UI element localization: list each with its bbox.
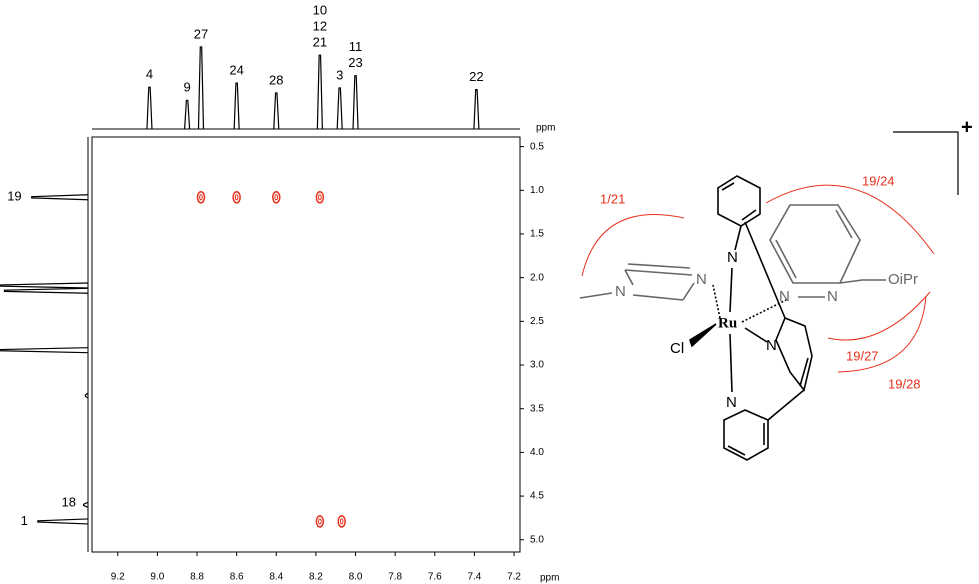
f2-peak bbox=[473, 89, 480, 130]
peak-label: 27 bbox=[194, 26, 208, 41]
x-tick-label: 8.0 bbox=[349, 572, 363, 583]
noe-label: 1/21 bbox=[600, 191, 625, 206]
y-tick-label: 2.5 bbox=[530, 316, 544, 327]
atom-label: OiPr bbox=[888, 271, 918, 288]
atom-label: N bbox=[615, 283, 626, 300]
plot-frame bbox=[91, 136, 521, 553]
f2-peak bbox=[146, 86, 153, 130]
charge: + bbox=[961, 116, 973, 138]
peak-label: 4 bbox=[146, 67, 153, 82]
f2-peak bbox=[352, 75, 359, 130]
cross-peak-inner bbox=[318, 194, 322, 201]
cross-peak-inner bbox=[339, 518, 344, 525]
noe-label: 19/28 bbox=[888, 376, 921, 391]
cross-peak bbox=[315, 191, 325, 204]
atom-label: N bbox=[766, 337, 777, 354]
atom-label: N bbox=[827, 288, 838, 305]
f1-peak bbox=[37, 518, 89, 525]
f2-peak bbox=[184, 99, 191, 130]
x-tick-label: 8.6 bbox=[230, 572, 244, 583]
noe-label: 19/27 bbox=[846, 348, 879, 363]
peak-label: 18 bbox=[62, 494, 76, 509]
ligand-bonds bbox=[579, 204, 886, 301]
x-tick-label: 7.2 bbox=[507, 572, 521, 583]
x-tick-label: 8.4 bbox=[269, 572, 283, 583]
cross-peak-inner bbox=[274, 194, 279, 201]
y-tick-label: 1.5 bbox=[530, 229, 544, 240]
peak-label: 19 bbox=[7, 189, 21, 204]
cross-peak bbox=[272, 191, 281, 204]
f2-peak bbox=[233, 82, 240, 130]
f1-peak bbox=[83, 501, 89, 508]
cross-peak-inner bbox=[199, 194, 203, 201]
cross-peak bbox=[232, 191, 241, 204]
x-tick-label: 7.4 bbox=[467, 572, 481, 583]
x-tick-label: 8.8 bbox=[190, 572, 204, 583]
y-tick-label: 4.5 bbox=[530, 491, 544, 502]
noe-arrows bbox=[581, 184, 935, 373]
structure bbox=[579, 131, 959, 461]
x-tick-label: 9.2 bbox=[111, 572, 125, 583]
f2-peak bbox=[316, 54, 323, 130]
y-tick-label: 0.5 bbox=[530, 141, 544, 152]
peak-label: 11 bbox=[349, 39, 363, 54]
y-tick-label: 2.0 bbox=[530, 272, 544, 283]
peak-label: 23 bbox=[348, 55, 362, 70]
peak-label: 24 bbox=[229, 63, 243, 78]
peak-label: 22 bbox=[469, 69, 483, 84]
f2-peak bbox=[197, 46, 205, 130]
y-tick-label: 5.0 bbox=[530, 534, 544, 545]
x-tick-label: 9.0 bbox=[150, 572, 164, 583]
peak-label: 1 bbox=[21, 513, 28, 528]
bipyridine-bonds bbox=[689, 175, 813, 461]
x-tick-label: 7.6 bbox=[428, 572, 442, 583]
f1-peak bbox=[3, 287, 89, 294]
f1-peak bbox=[84, 392, 89, 399]
charge-bracket bbox=[893, 131, 959, 195]
y-tick-label: 3.5 bbox=[530, 403, 544, 414]
peak-label: 21 bbox=[313, 35, 327, 50]
y-tick-label: 4.0 bbox=[530, 447, 544, 458]
peak-label: 3 bbox=[336, 67, 343, 82]
f1-peak bbox=[0, 282, 89, 289]
cross-peak bbox=[196, 191, 206, 204]
y-tick-label: 1.0 bbox=[530, 185, 544, 196]
x-tick-label: 8.2 bbox=[309, 572, 323, 583]
atom-label: N bbox=[727, 249, 738, 266]
y-axis-label: ppm bbox=[540, 573, 559, 584]
f2-peak bbox=[336, 87, 343, 130]
peak-label: 12 bbox=[313, 19, 327, 34]
atom-label: N bbox=[726, 394, 737, 411]
cross-peak bbox=[337, 515, 346, 528]
cross-peak bbox=[315, 515, 325, 528]
f1-peak bbox=[0, 347, 89, 354]
f1-peak bbox=[31, 194, 89, 201]
peak-label: 10 bbox=[313, 3, 327, 18]
peak-label: 9 bbox=[183, 80, 190, 95]
x-axis-label: ppm bbox=[536, 123, 555, 134]
noe-label: 19/24 bbox=[862, 173, 895, 188]
atom-label: Ru bbox=[718, 315, 737, 331]
f2-peak bbox=[273, 92, 280, 130]
atom-label: Cl bbox=[670, 340, 684, 357]
atom-label: N bbox=[779, 288, 790, 305]
x-tick-label: 7.8 bbox=[388, 572, 402, 583]
cross-peak-inner bbox=[234, 194, 239, 201]
atom-label: N bbox=[696, 271, 707, 288]
cross-peak-inner bbox=[318, 518, 322, 525]
y-tick-label: 3.0 bbox=[530, 360, 544, 371]
peak-label: 28 bbox=[269, 72, 283, 87]
